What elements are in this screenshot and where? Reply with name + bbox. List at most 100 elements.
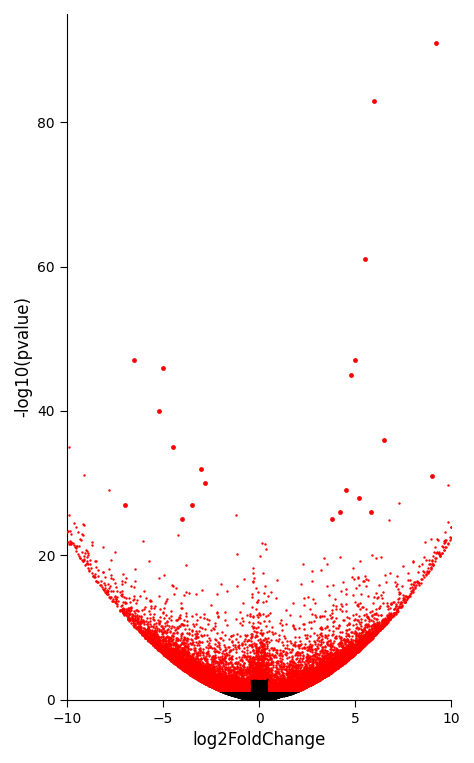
Point <box>226 686 234 698</box>
Point <box>327 666 334 678</box>
Point <box>265 690 273 702</box>
Point <box>287 678 295 691</box>
Point <box>206 679 213 691</box>
Point <box>218 684 226 697</box>
Point <box>209 674 217 686</box>
Point <box>296 674 303 687</box>
Point <box>251 687 258 700</box>
Point <box>269 691 276 703</box>
Point <box>261 683 268 695</box>
Point <box>315 668 322 681</box>
Point <box>295 642 302 654</box>
Point <box>271 691 279 703</box>
Point <box>291 675 298 687</box>
Point <box>172 644 180 656</box>
Point <box>259 691 267 703</box>
Point <box>268 692 276 704</box>
Point <box>258 689 265 701</box>
Point <box>272 688 279 700</box>
Point <box>255 692 262 704</box>
Point <box>251 685 259 697</box>
Point <box>251 691 258 703</box>
Point <box>261 693 269 705</box>
Point <box>385 607 393 619</box>
Point <box>265 678 273 690</box>
Point <box>101 579 109 591</box>
Point <box>253 646 261 658</box>
Point <box>210 680 218 692</box>
Point <box>292 674 300 687</box>
Point <box>273 691 280 703</box>
Point <box>256 692 264 704</box>
Point <box>256 678 264 690</box>
Point <box>259 687 266 699</box>
Point <box>168 650 176 662</box>
Point <box>249 643 257 655</box>
Point <box>330 665 337 677</box>
Point <box>251 687 259 700</box>
Point <box>167 651 175 663</box>
Point <box>237 691 244 703</box>
Point <box>188 664 196 676</box>
Point <box>222 683 229 695</box>
Point <box>256 691 264 703</box>
Point <box>254 687 262 700</box>
Point <box>335 649 343 662</box>
Point <box>258 689 266 701</box>
Point <box>158 646 165 658</box>
Point <box>265 676 273 688</box>
Point <box>422 568 430 581</box>
Point <box>217 683 225 695</box>
Point <box>257 686 264 698</box>
Point <box>253 694 261 706</box>
Point <box>252 693 259 705</box>
Point <box>313 658 320 671</box>
Point <box>323 646 331 658</box>
Point <box>194 671 201 684</box>
Point <box>310 674 318 687</box>
Point <box>259 693 267 705</box>
Point <box>239 687 247 699</box>
Point <box>127 612 134 624</box>
Point <box>251 691 258 703</box>
Point <box>244 644 251 656</box>
Point <box>201 670 209 682</box>
Point <box>253 687 261 700</box>
Point <box>316 674 324 686</box>
Point <box>249 687 256 699</box>
Point <box>397 596 405 608</box>
Point <box>254 685 261 697</box>
Point <box>287 684 295 696</box>
Point <box>255 691 263 703</box>
Point <box>250 691 258 703</box>
Point <box>347 633 355 645</box>
Point <box>299 681 306 694</box>
Point <box>284 686 292 698</box>
Point <box>260 677 267 689</box>
Point <box>256 693 264 705</box>
Point <box>142 625 149 637</box>
Point <box>253 668 261 681</box>
Point <box>259 691 266 703</box>
Point <box>250 684 258 696</box>
Point <box>330 661 337 673</box>
Point <box>266 691 273 703</box>
Point <box>208 681 216 693</box>
Point <box>192 671 200 683</box>
Point <box>325 663 333 675</box>
Point <box>254 693 261 705</box>
Point <box>383 610 391 622</box>
Point <box>244 686 251 698</box>
Point <box>241 665 248 677</box>
Point <box>266 607 273 619</box>
Point <box>263 653 271 665</box>
Point <box>277 688 285 700</box>
Point <box>182 663 190 675</box>
Point <box>258 689 265 701</box>
Point <box>246 692 253 704</box>
Point <box>235 683 243 695</box>
Point <box>229 685 237 697</box>
Point <box>257 693 265 705</box>
Point <box>382 568 389 581</box>
Point <box>263 691 270 703</box>
